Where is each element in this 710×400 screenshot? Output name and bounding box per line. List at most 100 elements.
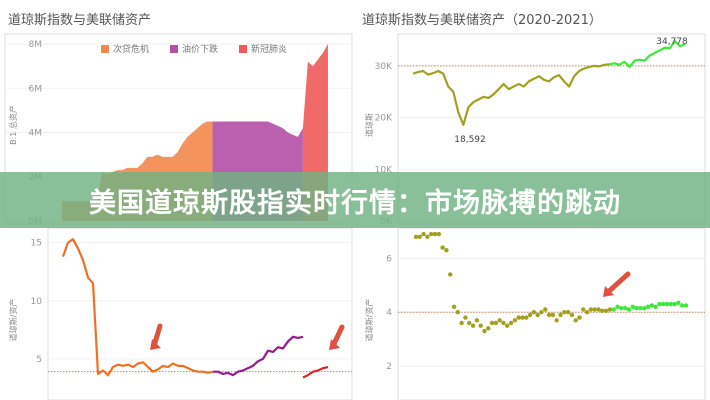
- y-tick-label: 6M: [29, 84, 43, 94]
- arrow-icon: [604, 271, 631, 296]
- arrow-head-icon: [150, 339, 161, 350]
- data-point: [577, 315, 582, 320]
- data-point: [543, 307, 548, 312]
- data-point: [562, 309, 567, 315]
- data-point: [679, 303, 685, 308]
- legend-swatch: [101, 45, 109, 53]
- data-point: [459, 320, 464, 326]
- y-tick-label: 4: [386, 308, 392, 318]
- data-point: [592, 307, 597, 312]
- data-point: [683, 303, 689, 308]
- data-point: [425, 234, 430, 239]
- data-point: [448, 272, 453, 277]
- y-tick-label: 8M: [29, 40, 43, 50]
- data-point: [600, 308, 605, 314]
- series-line-2: [213, 335, 304, 377]
- data-point: [478, 323, 483, 328]
- data-point: [657, 301, 662, 307]
- data-point: [527, 312, 533, 318]
- series-line-2: [609, 40, 686, 68]
- data-point: [470, 323, 476, 328]
- data-point: [512, 318, 518, 323]
- data-point: [489, 320, 495, 326]
- y-tick-label: 2: [386, 362, 392, 372]
- y-tick-label: 10: [31, 297, 43, 307]
- data-point: [611, 307, 616, 312]
- legend-label: 次贷危机: [113, 43, 149, 55]
- chart1-title: 道琼斯指数与美联储资产: [8, 13, 152, 28]
- data-point: [482, 328, 487, 334]
- min-annotation: 18,592: [454, 135, 486, 145]
- data-point: [565, 309, 571, 315]
- data-point: [584, 309, 590, 315]
- data-point: [429, 231, 434, 237]
- data-point: [497, 318, 502, 323]
- data-point: [660, 301, 666, 307]
- series-line-3: [302, 365, 329, 379]
- data-point: [455, 309, 461, 315]
- chart3-frame: [47, 227, 353, 400]
- data-point: [607, 307, 613, 312]
- title-banner: 美国道琼斯股指实时行情：市场脉搏的跳动: [0, 172, 710, 228]
- max-annotation: 34,778: [656, 37, 688, 47]
- y-tick-label: 15: [31, 239, 42, 249]
- data-point: [676, 300, 681, 305]
- data-point: [535, 312, 540, 318]
- data-point: [569, 312, 575, 318]
- y-tick-label: 6: [386, 254, 392, 264]
- data-point: [463, 315, 468, 320]
- data-point: [474, 318, 480, 323]
- data-point: [668, 301, 673, 307]
- data-point: [501, 320, 506, 326]
- data-point: [653, 304, 658, 310]
- data-point: [622, 305, 628, 311]
- y-axis-label: 道琼斯/资产: [8, 299, 18, 342]
- data-point: [554, 318, 559, 323]
- data-point: [634, 305, 639, 311]
- data-point: [581, 307, 586, 312]
- data-point: [664, 301, 670, 307]
- data-point: [558, 312, 563, 318]
- data-point: [638, 305, 643, 311]
- y-axis-label: 道琼斯: [364, 113, 374, 137]
- legend-swatch: [170, 45, 178, 53]
- data-point: [505, 323, 510, 328]
- legend-label: 油价下跌: [182, 43, 218, 55]
- series-line-1: [61, 238, 214, 377]
- data-point: [649, 303, 654, 308]
- arrow-head-icon: [329, 339, 340, 350]
- data-point: [493, 320, 499, 326]
- legend-swatch: [239, 45, 247, 53]
- data-point: [573, 318, 578, 323]
- data-point: [550, 312, 556, 318]
- data-point: [421, 231, 426, 237]
- legend-label: 新冠肺炎: [251, 43, 287, 55]
- y-axis-label: 道琼斯/资产: [364, 299, 374, 342]
- data-point: [596, 307, 601, 312]
- data-point: [467, 320, 472, 326]
- data-point: [626, 307, 632, 312]
- data-point: [432, 231, 438, 237]
- data-point: [603, 308, 609, 314]
- data-point: [444, 248, 449, 253]
- data-point: [641, 305, 647, 311]
- y-tick-label: 4M: [29, 129, 43, 139]
- chart2-title: 道琼斯指数与美联储资产（2020-2021）: [362, 13, 602, 28]
- data-point: [524, 315, 529, 320]
- arrow-head-icon: [603, 286, 614, 297]
- data-point: [520, 315, 525, 320]
- chart4-frame: [397, 227, 706, 400]
- banner-title: 美国道琼斯股指实时行情：市场脉搏的跳动: [89, 187, 621, 219]
- data-point: [413, 234, 419, 239]
- data-point: [672, 301, 677, 307]
- data-point: [417, 234, 423, 239]
- data-point: [630, 304, 635, 310]
- data-point: [615, 304, 620, 310]
- data-point: [619, 305, 624, 311]
- data-point: [546, 312, 552, 318]
- data-point: [436, 231, 442, 237]
- data-point: [440, 245, 445, 250]
- data-point: [508, 320, 514, 326]
- data-point: [539, 309, 544, 315]
- data-point: [645, 304, 651, 310]
